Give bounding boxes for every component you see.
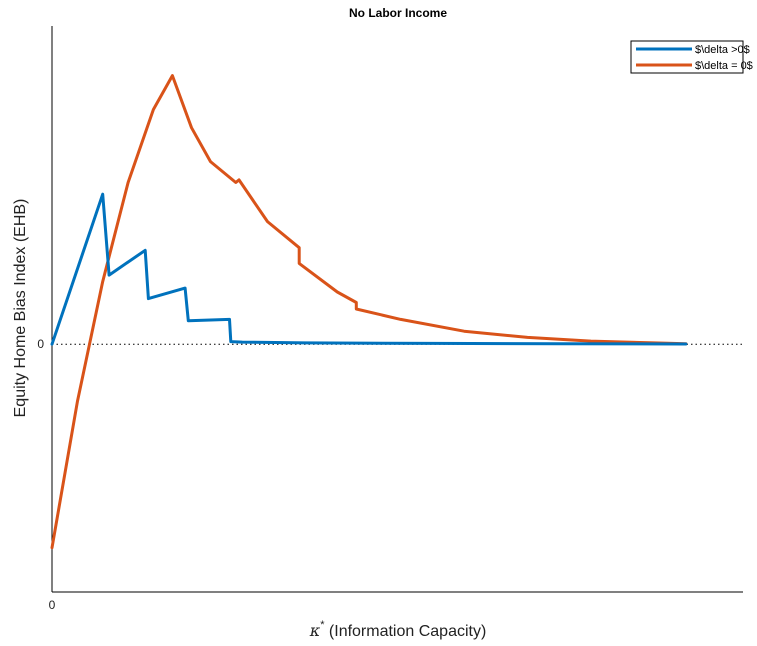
x-axis-label-superscript: * (320, 619, 325, 631)
series-lines (50, 74, 688, 550)
chart-title: No Labor Income (349, 6, 447, 20)
x-tick-labels: 0 (49, 598, 56, 612)
y-tick-label: 0 (37, 337, 44, 351)
legend-label-delta-positive: $\delta >0$ (695, 44, 750, 56)
x-tick-label: 0 (49, 598, 56, 612)
legend-label-delta-zero: $\delta = 0$ (695, 60, 753, 72)
x-axis-label: κ* (Information Capacity) (309, 619, 487, 640)
legend-box (630, 40, 744, 74)
legend: $\delta >0$ $\delta = 0$ (630, 40, 753, 74)
series-line-delta-positive (50, 192, 688, 346)
x-axis-label-symbol: κ (309, 621, 321, 640)
x-axis-label-text: (Information Capacity) (324, 623, 486, 640)
series-line-delta-zero (50, 74, 688, 550)
y-tick-labels: 0 (37, 337, 44, 351)
y-axis-label: Equity Home Bias Index (EHB) (12, 199, 29, 418)
